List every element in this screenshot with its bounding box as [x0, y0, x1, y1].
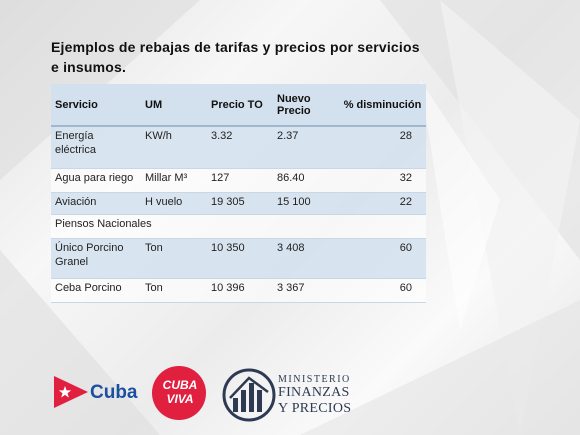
cell-nuevo-precio: 2.37	[273, 126, 339, 169]
header-precio-to: Precio TO	[207, 84, 273, 127]
header-nuevo-precio: Nuevo Precio	[273, 84, 339, 127]
cell-nuevo-precio: 15 100	[273, 192, 339, 215]
ministerio-emblem-icon	[222, 368, 276, 422]
cuba-logo-text: Cuba	[90, 382, 138, 403]
cell-servicio: Aviación	[51, 192, 141, 215]
cell-precio-to: 10 350	[207, 238, 273, 279]
cuba-viva-line1: CUBA	[162, 378, 198, 392]
ministerio-line3: Y PRECIOS	[278, 401, 352, 416]
cell-disminucion: 28	[339, 126, 426, 169]
header-um: UM	[141, 84, 207, 127]
cell-servicio: Único Porcino Granel	[51, 238, 141, 279]
table-row: Ceba Porcino Ton 10 396 3 367 60	[51, 278, 426, 303]
cell-precio-to: 127	[207, 168, 273, 193]
cell-precio-to	[207, 214, 273, 239]
header-disminucion: % disminución	[339, 84, 426, 127]
cell-um: Millar M³	[141, 168, 207, 193]
cell-disminucion: 22	[339, 192, 426, 215]
cell-disminucion: 60	[339, 278, 426, 303]
header-servicio: Servicio	[51, 84, 141, 127]
cell-um: Ton	[141, 238, 207, 279]
cuba-viva-circle	[152, 366, 206, 420]
table-row: Aviación H vuelo 19 305 15 100 22	[51, 192, 426, 215]
cuba-viva-logo: CUBA VIVA	[152, 366, 210, 420]
cell-nuevo-precio: 3 367	[273, 278, 339, 303]
cell-servicio: Agua para riego	[51, 168, 141, 193]
table-row: Energía eléctrica KW/h 3.32 2.37 28	[51, 126, 426, 169]
cell-nuevo-precio	[273, 214, 339, 239]
ministerio-line1: MINISTERIO	[278, 374, 351, 385]
cell-servicio: Energía eléctrica	[51, 126, 141, 169]
cell-servicio: Ceba Porcino	[51, 278, 141, 303]
cell-disminucion	[339, 214, 426, 239]
table-row: Único Porcino Granel Ton 10 350 3 408 60	[51, 238, 426, 279]
cell-um: Ton	[141, 278, 207, 303]
cuba-logo: Cuba	[52, 372, 147, 412]
cell-disminucion: 60	[339, 238, 426, 279]
cell-nuevo-precio: 3 408	[273, 238, 339, 279]
table-row: Piensos Nacionales	[51, 214, 426, 239]
logo-strip: Cuba CUBA VIVA MINISTERIO FINANZAS Y PRE…	[0, 360, 580, 430]
cell-servicio: Piensos Nacionales	[51, 214, 207, 239]
rates-table: Servicio UM Precio TO Nuevo Precio % dis…	[51, 84, 426, 303]
cell-um: H vuelo	[141, 192, 207, 215]
cell-nuevo-precio: 86.40	[273, 168, 339, 193]
cell-precio-to: 19 305	[207, 192, 273, 215]
cuba-viva-line2: VIVA	[166, 392, 194, 406]
cell-disminucion: 32	[339, 168, 426, 193]
slide-title: Ejemplos de rebajas de tarifas y precios…	[51, 39, 420, 75]
cell-um: KW/h	[141, 126, 207, 169]
ministerio-logo: MINISTERIO FINANZAS Y PRECIOS	[222, 368, 372, 424]
cuba-flag-star-icon	[54, 376, 88, 408]
cell-precio-to: 3.32	[207, 126, 273, 169]
ministerio-line2: FINANZAS	[278, 385, 350, 400]
cell-precio-to: 10 396	[207, 278, 273, 303]
table-row: Agua para riego Millar M³ 127 86.40 32	[51, 168, 426, 193]
table-header-row: Servicio UM Precio TO Nuevo Precio % dis…	[51, 84, 426, 127]
